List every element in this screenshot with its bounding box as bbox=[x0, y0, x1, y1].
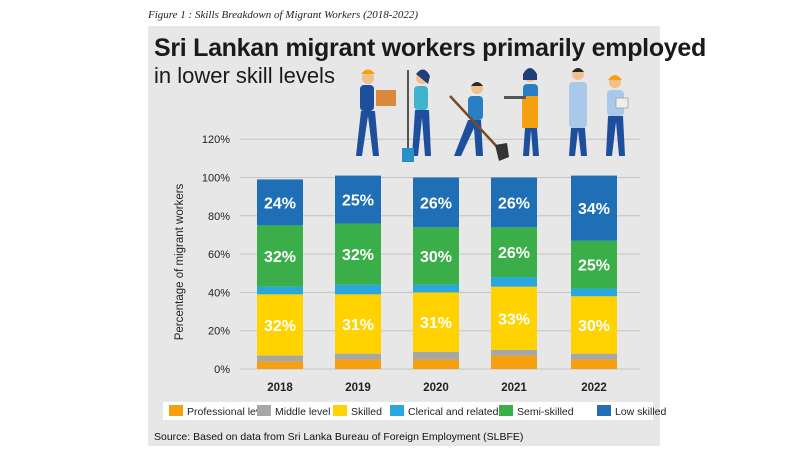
data-label: 26% bbox=[498, 195, 530, 212]
data-label: 25% bbox=[342, 193, 374, 210]
worker-with-shovel-icon bbox=[449, 82, 509, 161]
chart-subtitle: in lower skill levels bbox=[154, 63, 335, 88]
legend-label: Semi-skilled bbox=[517, 406, 574, 418]
legend-swatch bbox=[499, 405, 513, 416]
legend-label: Clerical and related bbox=[408, 406, 499, 418]
bar-segment-low-skilled-2018 bbox=[257, 179, 303, 226]
legend-swatch bbox=[597, 405, 611, 416]
bar-segment-middle-level-2022 bbox=[571, 353, 617, 360]
legend-item-middle-level: Middle level bbox=[257, 405, 330, 418]
doctor-icon bbox=[569, 68, 587, 156]
bar-segment-skilled-2019 bbox=[335, 294, 381, 354]
bar-segment-professional-level-2020 bbox=[413, 359, 459, 369]
x-tick-label: 2019 bbox=[345, 382, 371, 394]
y-tick-label: 80% bbox=[208, 211, 230, 223]
data-label: 31% bbox=[342, 317, 374, 334]
data-label: 32% bbox=[264, 318, 296, 335]
bar-segment-middle-level-2019 bbox=[335, 353, 381, 360]
data-labels: 32% 32% 24% 31% 32% 25% 31% 30% 26% 33% 26% 26% 30% 2… bbox=[264, 193, 610, 335]
legend-item-clerical-and-related: Clerical and related bbox=[390, 405, 498, 418]
worker-carrying-box-icon bbox=[356, 69, 396, 156]
bar-segment-clerical-and-related-2019 bbox=[335, 284, 381, 295]
bar-segment-skilled-2022 bbox=[571, 296, 617, 354]
data-label: 31% bbox=[420, 315, 452, 332]
workers-illustration bbox=[356, 68, 629, 162]
y-axis-label: Percentage of migrant workers bbox=[174, 183, 186, 340]
legend-item-professional-level: Professional level bbox=[169, 405, 269, 418]
bar-segment-skilled-2020 bbox=[413, 292, 459, 352]
bar-segment-clerical-and-related-2020 bbox=[413, 284, 459, 293]
bar-segment-clerical-and-related-2021 bbox=[491, 277, 537, 287]
bar-segment-semi-skilled-2021 bbox=[491, 227, 537, 278]
axes: 0% 20% 40% 60% 80% 100% 120% Percentage of migr… bbox=[174, 134, 607, 394]
legend-swatch bbox=[257, 405, 271, 416]
y-tick-label: 100% bbox=[202, 173, 230, 185]
source-note: Source: Based on data from Sri Lanka Bur… bbox=[154, 431, 524, 443]
bar-segment-semi-skilled-2022 bbox=[571, 240, 617, 289]
bar-segment-middle-level-2021 bbox=[491, 349, 537, 356]
data-label: 26% bbox=[498, 245, 530, 262]
legend-swatch bbox=[169, 405, 183, 416]
data-label: 24% bbox=[264, 195, 296, 212]
data-label: 26% bbox=[420, 195, 452, 212]
legend-swatch bbox=[333, 405, 347, 416]
y-tick-label: 0% bbox=[214, 364, 230, 376]
bar-segment-clerical-and-related-2022 bbox=[571, 288, 617, 297]
legend: Professional level Middle level Skilled Cle… bbox=[163, 402, 666, 420]
data-label: 34% bbox=[578, 201, 610, 218]
bar-segment-professional-level-2021 bbox=[491, 355, 537, 369]
legend-label: Skilled bbox=[351, 406, 382, 418]
legend-item-semi-skilled: Semi-skilled bbox=[499, 405, 574, 418]
bars bbox=[257, 175, 617, 369]
y-tick-label: 20% bbox=[208, 326, 230, 338]
legend-label: Middle level bbox=[275, 406, 331, 418]
data-label: 32% bbox=[264, 249, 296, 266]
x-tick-label: 2021 bbox=[501, 382, 527, 394]
x-tick-label: 2020 bbox=[423, 382, 449, 394]
bar-segment-middle-level-2020 bbox=[413, 351, 459, 360]
data-label: 32% bbox=[342, 247, 374, 264]
data-label: 25% bbox=[578, 258, 610, 275]
bar-segment-semi-skilled-2020 bbox=[413, 227, 459, 285]
bar-segment-semi-skilled-2018 bbox=[257, 225, 303, 287]
bar-segment-low-skilled-2020 bbox=[413, 177, 459, 228]
y-tick-label: 40% bbox=[208, 287, 230, 299]
legend-swatch bbox=[390, 405, 404, 416]
legend-item-skilled: Skilled bbox=[333, 405, 382, 418]
legend-label: Professional level bbox=[187, 406, 270, 418]
bar-segment-semi-skilled-2019 bbox=[335, 223, 381, 285]
data-label: 30% bbox=[420, 249, 452, 266]
bar-segment-low-skilled-2019 bbox=[335, 175, 381, 224]
engineer-icon bbox=[606, 75, 629, 156]
bar-segment-low-skilled-2021 bbox=[491, 177, 537, 228]
bar-segment-professional-level-2018 bbox=[257, 361, 303, 369]
bar-segment-skilled-2018 bbox=[257, 294, 303, 356]
bar-segment-professional-level-2022 bbox=[571, 359, 617, 369]
bar-segment-middle-level-2018 bbox=[257, 355, 303, 362]
y-tick-label: 60% bbox=[208, 249, 230, 261]
y-tick-label: 120% bbox=[202, 134, 230, 146]
worker-with-mop-icon bbox=[402, 69, 431, 162]
x-tick-label: 2022 bbox=[581, 382, 607, 394]
chart-title: Sri Lankan migrant workers primarily emp… bbox=[154, 34, 706, 62]
bar-segment-low-skilled-2022 bbox=[571, 175, 617, 241]
bar-segment-skilled-2021 bbox=[491, 286, 537, 350]
x-tick-label: 2018 bbox=[267, 382, 293, 394]
bar-segment-professional-level-2019 bbox=[335, 359, 381, 369]
legend-label: Low skilled bbox=[615, 406, 667, 418]
waitress-with-tray-icon bbox=[504, 68, 539, 156]
bar-segment-clerical-and-related-2018 bbox=[257, 286, 303, 295]
data-label: 30% bbox=[578, 318, 610, 335]
legend-item-low-skilled: Low skilled bbox=[597, 405, 666, 418]
data-label: 33% bbox=[498, 311, 530, 328]
figure-caption: Figure 1 : Skills Breakdown of Migrant W… bbox=[148, 9, 419, 21]
